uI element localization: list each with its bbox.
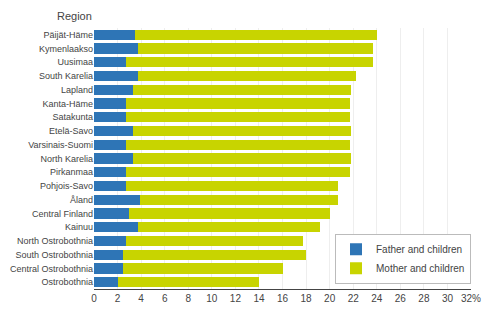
- svg-text:4: 4: [138, 293, 144, 304]
- svg-text:20: 20: [324, 293, 336, 304]
- svg-text:8: 8: [185, 293, 191, 304]
- svg-text:Kymenlaakso: Kymenlaakso: [39, 44, 93, 54]
- svg-text:Päijät-Häme: Päijät-Häme: [43, 30, 93, 40]
- svg-text:12: 12: [230, 293, 242, 304]
- svg-text:North Karelia: North Karelia: [40, 154, 93, 164]
- svg-text:24: 24: [371, 293, 383, 304]
- svg-text:Central Ostrobothnia: Central Ostrobothnia: [10, 264, 93, 274]
- svg-text:Uusimaa: Uusimaa: [57, 57, 93, 67]
- svg-text:30: 30: [442, 293, 454, 304]
- svg-text:North Ostrobothnia: North Ostrobothnia: [17, 236, 93, 246]
- svg-text:26: 26: [395, 293, 407, 304]
- svg-text:16: 16: [277, 293, 289, 304]
- svg-text:Region: Region: [57, 10, 92, 22]
- svg-text:Etelä-Savo: Etelä-Savo: [49, 126, 93, 136]
- svg-text:0: 0: [91, 293, 97, 304]
- svg-text:Åland: Åland: [70, 195, 93, 205]
- svg-text:14: 14: [253, 293, 265, 304]
- svg-text:22: 22: [348, 293, 360, 304]
- svg-text:Pohjois-Savo: Pohjois-Savo: [40, 181, 93, 191]
- svg-text:Mother and children: Mother and children: [376, 263, 464, 274]
- svg-text:Ostrobothnia: Ostrobothnia: [41, 277, 93, 287]
- svg-text:South Karelia: South Karelia: [39, 71, 93, 81]
- svg-text:Pirkanmaa: Pirkanmaa: [50, 167, 93, 177]
- svg-text:10: 10: [206, 293, 218, 304]
- svg-text:Varsinais-Suomi: Varsinais-Suomi: [28, 140, 93, 150]
- svg-text:Lapland: Lapland: [61, 85, 93, 95]
- svg-text:Father and children: Father and children: [376, 244, 462, 255]
- svg-text:2: 2: [115, 293, 121, 304]
- svg-text:6: 6: [162, 293, 168, 304]
- svg-text:32%: 32%: [461, 293, 481, 304]
- svg-text:28: 28: [418, 293, 430, 304]
- svg-text:Satakunta: Satakunta: [52, 112, 93, 122]
- svg-text:Kainuu: Kainuu: [65, 222, 93, 232]
- svg-text:Central Finland: Central Finland: [32, 209, 93, 219]
- svg-text:18: 18: [300, 293, 312, 304]
- svg-text:South Ostrobothnia: South Ostrobothnia: [15, 250, 93, 260]
- svg-text:Kanta-Häme: Kanta-Häme: [42, 99, 93, 109]
